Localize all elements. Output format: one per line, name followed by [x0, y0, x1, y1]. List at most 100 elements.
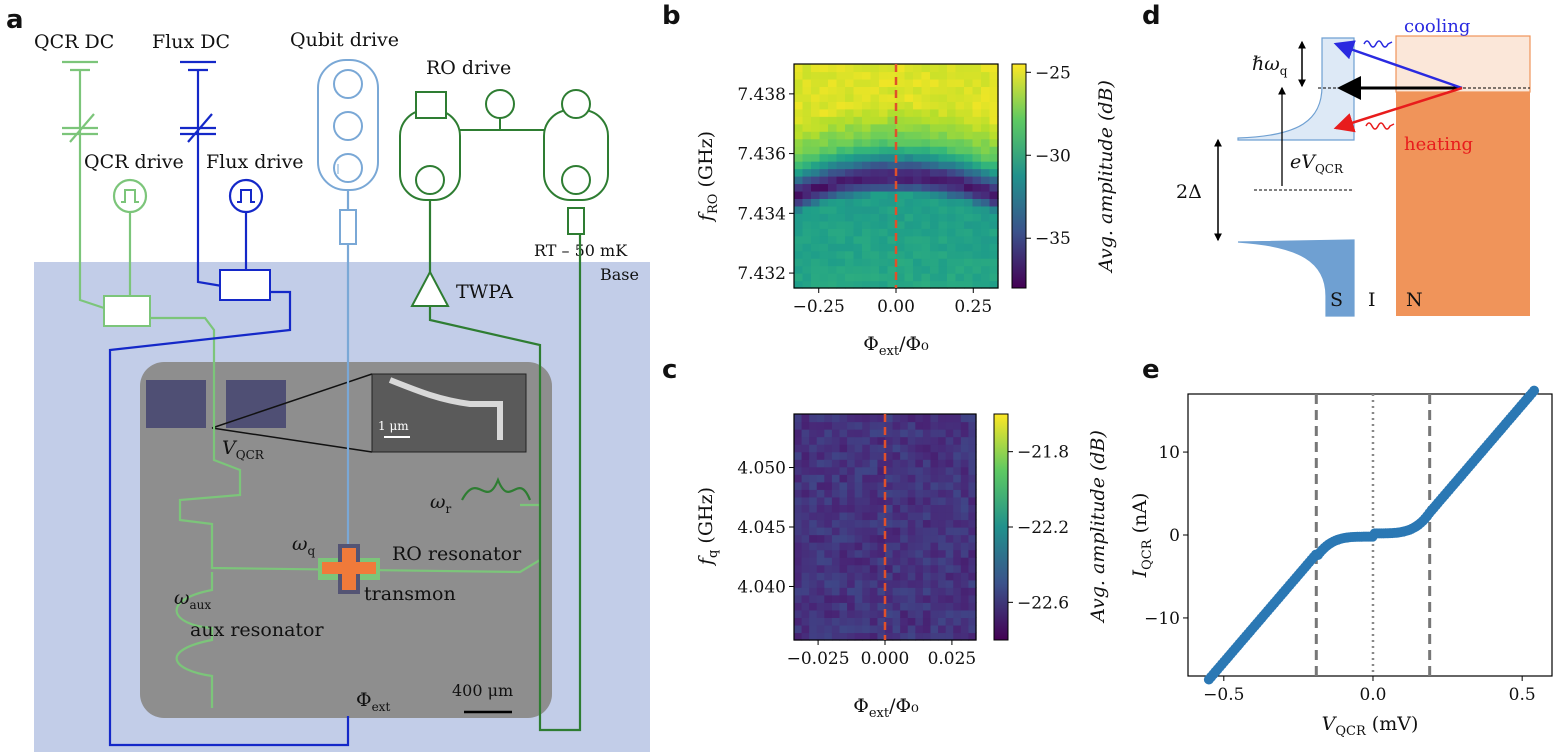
heatmap-cell — [896, 93, 906, 102]
heatmap-cell — [922, 572, 932, 581]
heatmap-cell — [887, 138, 897, 147]
heatmap-cell — [989, 146, 999, 155]
heatmap-cell — [921, 250, 931, 259]
heatmap-cell — [930, 280, 940, 289]
heatmap-cell — [981, 280, 991, 289]
heatmap-cell — [847, 481, 856, 490]
heatmap-cell — [809, 436, 818, 445]
heatmap-cell — [811, 258, 821, 267]
heatmap-cell — [907, 549, 916, 558]
heatmap-cell — [801, 587, 810, 596]
heatmap-cell — [794, 273, 804, 282]
heatmap-cell — [989, 190, 999, 199]
heatmap-cell — [892, 609, 901, 618]
heatmap-cell — [953, 489, 962, 498]
heatmap-cell — [930, 466, 939, 475]
heatmap-cell — [879, 280, 889, 289]
heatmap-cell — [845, 168, 855, 177]
heatmap-cell — [854, 466, 863, 475]
heatmap-cell — [896, 123, 906, 132]
heatmap-cell — [953, 459, 962, 468]
heatmap-cell — [968, 632, 977, 641]
heatmap-cell — [938, 436, 947, 445]
heatmap-cell — [930, 146, 940, 155]
heatmap-cell — [955, 183, 965, 192]
heatmap-cell — [847, 421, 856, 430]
heatmap-cell — [896, 235, 906, 244]
heatmap-cell — [839, 587, 848, 596]
heatmap-cell — [972, 101, 982, 110]
heatmap-cell — [930, 624, 939, 634]
heatmap-cell — [907, 459, 916, 468]
heatmap-cell — [801, 527, 810, 536]
heatmap-cell — [930, 228, 940, 237]
heatmap-cell — [981, 131, 991, 140]
heatmap-cell — [845, 64, 855, 73]
heatmap-cell — [869, 466, 879, 475]
heatmap-cell — [794, 168, 804, 177]
heatmap-cell — [824, 474, 833, 483]
flux-dc-label: Flux DC — [152, 31, 230, 53]
heatmap-cell — [907, 444, 916, 453]
panel-a: a RT – 50 mK Base 1 μm — [6, 5, 650, 752]
heatmap-cell — [839, 624, 848, 634]
heatmap-cell — [809, 609, 818, 618]
heatmap-cell — [913, 131, 923, 140]
heatmap-cell — [819, 183, 829, 192]
heatmap-cell — [913, 71, 923, 80]
heatmap-cell — [930, 258, 940, 267]
heatmap-cell — [819, 161, 829, 170]
heatmap-cell — [900, 572, 909, 581]
heatmap-cell — [869, 459, 879, 468]
heatmap-cell — [854, 474, 863, 483]
heatmap-cell — [896, 213, 906, 222]
heatmap-cell — [794, 235, 804, 244]
heatmap-cell — [816, 429, 825, 438]
heatmap-cell — [904, 205, 914, 214]
heatmap-cell — [824, 564, 833, 573]
heatmap-cell — [892, 632, 901, 641]
heatmap-cell — [836, 168, 846, 177]
heatmap-cell — [960, 519, 970, 528]
heatmap-cell — [869, 527, 879, 536]
heatmap-cell — [831, 451, 841, 460]
y-tick-label: 7.434 — [737, 204, 786, 224]
heatmap-cell — [794, 243, 804, 252]
heatmap-cell — [811, 71, 821, 80]
heatmap-cell — [955, 138, 965, 147]
heatmap-cell — [885, 617, 894, 626]
heatmap-cell — [913, 161, 923, 170]
heatmap-cell — [809, 421, 818, 430]
heatmap-cell — [819, 64, 829, 73]
heatmap-cell — [947, 131, 957, 140]
heatmap-cell — [904, 71, 914, 80]
heatmap-cell — [904, 213, 914, 222]
heatmap-cell — [816, 632, 825, 641]
panel-c-colorbar — [993, 413, 1009, 641]
heatmap-cell — [854, 617, 863, 626]
heatmap-cell — [811, 64, 821, 73]
heatmap-cell — [845, 146, 855, 155]
heatmap-cell — [947, 78, 957, 87]
heatmap-cell — [854, 444, 863, 453]
cooling-arrow — [1333, 40, 1463, 90]
heatmap-cell — [862, 444, 871, 453]
heatmap-cell — [819, 168, 829, 177]
twpa-amplifier — [410, 269, 450, 307]
heatmap-cell — [862, 161, 872, 170]
heatmap-cell — [853, 190, 863, 199]
heatmap-cell — [904, 108, 914, 117]
heatmap-cell — [964, 280, 974, 289]
heatmap-cell — [955, 71, 965, 80]
heatmap-cell — [885, 511, 894, 521]
heatmap-cell — [947, 168, 957, 177]
heatmap-cell — [913, 228, 923, 237]
heatmap-cell — [964, 273, 974, 282]
junction-pad-left — [146, 380, 206, 428]
heatmap-cell — [847, 414, 856, 423]
heatmap-cell — [964, 183, 974, 192]
heatmap-cell — [802, 280, 812, 289]
heatmap-cell — [947, 86, 957, 95]
heatmap-cell — [896, 64, 906, 73]
heatmap-cell — [953, 572, 962, 581]
